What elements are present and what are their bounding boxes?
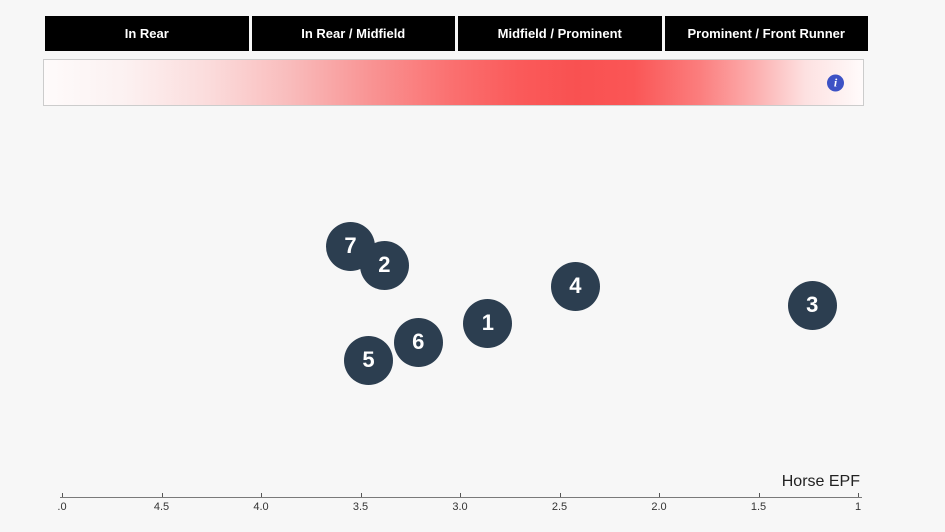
axis-tick-label: 2.5 [551,501,568,513]
axis-tick-label: 3.5 [352,501,369,513]
axis-tick-label: 3.0 [452,501,468,513]
axis-tick [460,493,461,497]
axis-tick [559,493,561,497]
axis-tick-label: 4.5 [153,501,170,513]
horse-bubble-1[interactable]: 1 [463,298,513,348]
axis-tick-label: 2.0 [651,501,667,513]
pace-intensity-gradient-bar: i [43,59,864,106]
horse-bubble-4[interactable]: 4 [550,261,600,311]
axis-tick [758,493,760,497]
band-tab-midfield-prominent: Midfield / Prominent [458,16,662,51]
axis-tick [360,493,362,497]
axis-tick-label: 4.0 [253,501,269,513]
axis-tick [62,493,63,497]
axis-tick-label: .0 [57,501,67,513]
axis-tick [161,493,163,497]
band-tab-prominent-front-runner: Prominent / Front Runner [664,16,868,51]
axis-tick-label: 1 [854,501,862,513]
band-tab-in-rear: In Rear [45,16,249,51]
horse-bubble-5[interactable]: 5 [343,335,393,385]
info-icon[interactable]: i [827,74,844,91]
horse-bubble-6[interactable]: 6 [393,317,443,367]
axis-tick [858,493,859,497]
axis-tick [261,493,262,497]
epf-axis-line [60,497,862,498]
horse-bubble-7[interactable]: 7 [326,221,376,271]
position-band-header-row: In Rear In Rear / Midfield Midfield / Prom… [45,16,868,51]
epf-axis-title: Horse EPF [781,473,860,490]
axis-tick-label: 1.5 [750,501,767,513]
horse-bubble-3[interactable]: 3 [787,280,837,330]
band-tab-in-rear-midfield: In Rear / Midfield [251,16,455,51]
axis-tick [659,493,660,497]
